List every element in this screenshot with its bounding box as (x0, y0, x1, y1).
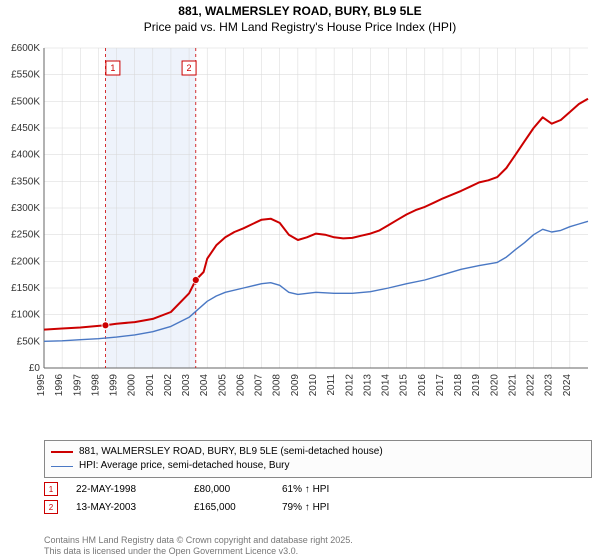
xtick-label: 2004 (199, 374, 210, 397)
marker-dot (192, 277, 199, 284)
annotation-row: 2 13-MAY-2003 £165,000 79% ↑ HPI (44, 498, 592, 516)
xtick-label: 1996 (54, 374, 65, 397)
annotation-date: 13-MAY-2003 (76, 502, 176, 513)
ytick-label: £250K (11, 230, 40, 241)
xtick-label: 2000 (127, 374, 138, 397)
title-line1: 881, WALMERSLEY ROAD, BURY, BL9 5LE (0, 4, 600, 20)
legend-row: 881, WALMERSLEY ROAD, BURY, BL9 5LE (sem… (51, 445, 585, 459)
xtick-label: 2023 (544, 374, 555, 397)
xtick-label: 2007 (254, 374, 265, 397)
ytick-label: £500K (11, 96, 40, 107)
xtick-label: 2005 (217, 374, 228, 397)
xtick-label: 1999 (109, 374, 120, 397)
ytick-label: £0 (29, 363, 41, 374)
xtick-label: 2011 (326, 374, 337, 396)
legend-row: HPI: Average price, semi-detached house,… (51, 459, 585, 473)
marker-box-label: 1 (110, 63, 115, 73)
xtick-label: 2015 (399, 374, 410, 397)
ytick-label: £400K (11, 150, 40, 161)
ytick-label: £300K (11, 203, 40, 214)
title-block: 881, WALMERSLEY ROAD, BURY, BL9 5LE Pric… (0, 0, 600, 35)
title-line2: Price paid vs. HM Land Registry's House … (0, 20, 600, 36)
annotation-price: £165,000 (194, 502, 264, 513)
annotation-date: 22-MAY-1998 (76, 484, 176, 495)
annotation-row: 1 22-MAY-1998 £80,000 61% ↑ HPI (44, 480, 592, 498)
footer: Contains HM Land Registry data © Crown c… (44, 535, 353, 557)
xtick-label: 2020 (489, 374, 500, 397)
legend-label: HPI: Average price, semi-detached house,… (79, 459, 289, 473)
xtick-label: 1997 (72, 374, 83, 397)
footer-line1: Contains HM Land Registry data © Crown c… (44, 535, 353, 546)
ytick-label: £550K (11, 70, 40, 81)
xtick-label: 2019 (471, 374, 482, 397)
xtick-label: 2024 (562, 374, 573, 397)
ytick-label: £600K (11, 43, 40, 54)
annotation-marker: 1 (44, 482, 58, 496)
xtick-label: 2021 (507, 374, 518, 397)
ytick-label: £350K (11, 176, 40, 187)
ytick-label: £200K (11, 256, 40, 267)
xtick-label: 2002 (163, 374, 174, 397)
xtick-label: 2008 (272, 374, 283, 397)
chart-svg: £0£50K£100K£150K£200K£250K£300K£350K£400… (44, 44, 592, 402)
legend-box: 881, WALMERSLEY ROAD, BURY, BL9 5LE (sem… (44, 440, 592, 478)
legend-swatch (51, 451, 73, 453)
ytick-label: £100K (11, 310, 40, 321)
xtick-label: 2006 (235, 374, 246, 397)
xtick-label: 2016 (417, 374, 428, 397)
xtick-label: 1998 (90, 374, 101, 397)
legend-label: 881, WALMERSLEY ROAD, BURY, BL9 5LE (sem… (79, 445, 383, 459)
xtick-label: 2013 (362, 374, 373, 397)
xtick-label: 2017 (435, 374, 446, 397)
legend-swatch (51, 466, 73, 467)
footer-line2: This data is licensed under the Open Gov… (44, 546, 353, 557)
xtick-label: 2001 (145, 374, 156, 397)
annotation-hpi: 79% ↑ HPI (282, 502, 372, 513)
xtick-label: 2022 (526, 374, 537, 397)
chart-container: 881, WALMERSLEY ROAD, BURY, BL9 5LE Pric… (0, 0, 600, 560)
xtick-label: 1995 (36, 374, 47, 397)
xtick-label: 2010 (308, 374, 319, 397)
ytick-label: £50K (17, 336, 41, 347)
annotation-hpi: 61% ↑ HPI (282, 484, 372, 495)
xtick-label: 2014 (381, 374, 392, 397)
xtick-label: 2003 (181, 374, 192, 397)
xtick-label: 2012 (344, 374, 355, 397)
ytick-label: £150K (11, 283, 40, 294)
marker-box-label: 2 (187, 63, 192, 73)
xtick-label: 2018 (453, 374, 464, 397)
annotation-marker: 2 (44, 500, 58, 514)
ytick-label: £450K (11, 123, 40, 134)
marker-dot (102, 322, 109, 329)
xtick-label: 2009 (290, 374, 301, 397)
annotation-price: £80,000 (194, 484, 264, 495)
annotation-table: 1 22-MAY-1998 £80,000 61% ↑ HPI 2 13-MAY-2003… (44, 480, 592, 516)
